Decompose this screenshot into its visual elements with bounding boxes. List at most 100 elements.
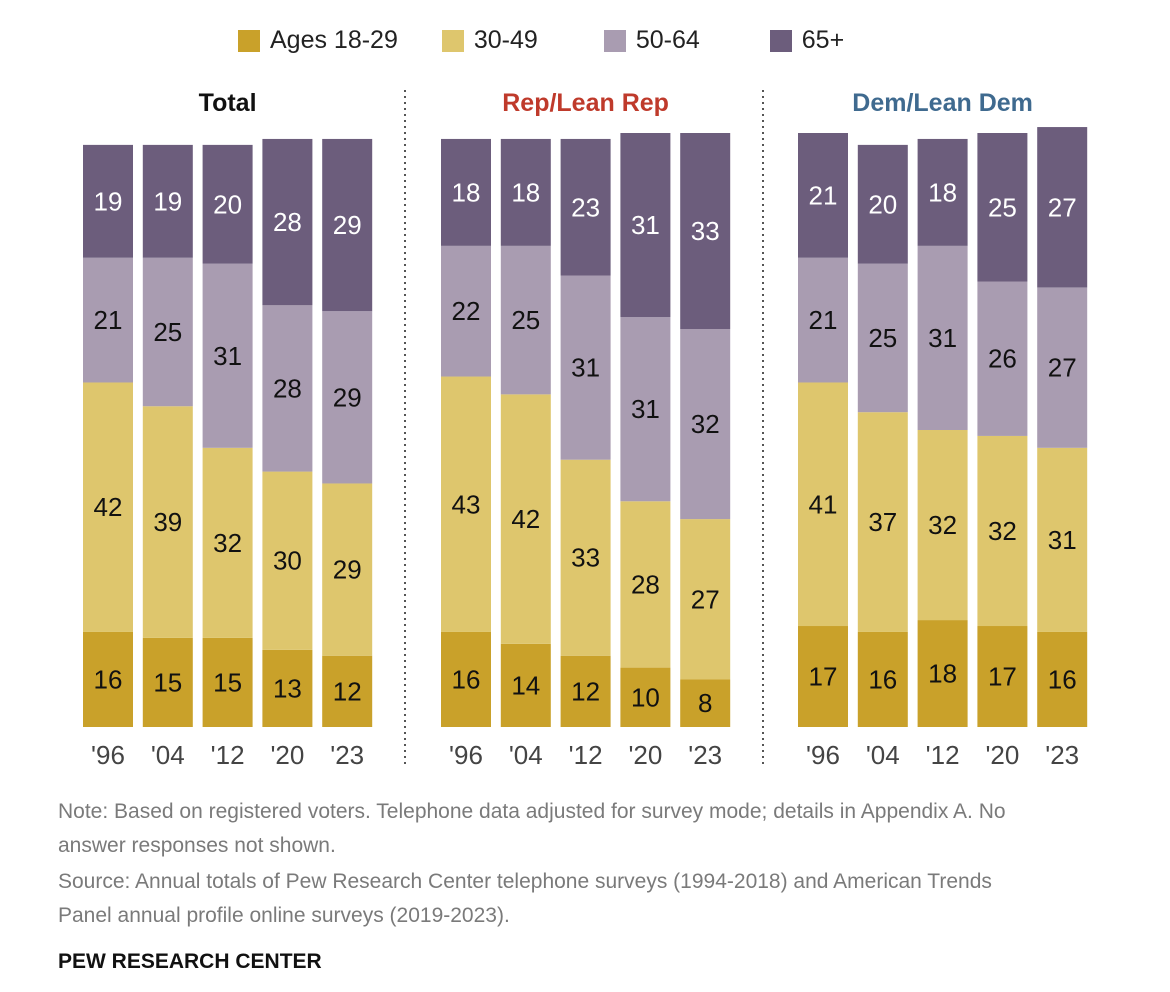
x-tick-label: '96: [91, 740, 125, 770]
legend-label: Ages 18-29: [270, 26, 398, 54]
data-label: 29: [333, 382, 362, 412]
data-label: 19: [153, 186, 182, 216]
bar-segment: [1037, 631, 1088, 727]
bar-segment: [202, 144, 253, 264]
data-label: 27: [1048, 192, 1077, 222]
bar-segment: [142, 406, 193, 638]
data-label: 16: [94, 664, 123, 694]
data-label: 31: [631, 210, 660, 240]
data-label: 31: [213, 341, 242, 371]
legend-swatch-18-29: [238, 29, 260, 52]
data-label: 20: [213, 189, 242, 219]
data-label: 16: [868, 664, 897, 694]
legend-swatch-30-49: [441, 29, 464, 52]
data-label: 18: [928, 177, 957, 207]
bar-segment: [441, 376, 491, 632]
bar-segment: [202, 637, 253, 727]
bar-segment: [142, 257, 193, 407]
x-tick-label: '96: [449, 740, 483, 770]
data-label: 32: [213, 528, 242, 558]
panel-title: Dem/Lean Dem: [852, 89, 1033, 117]
data-label: 25: [988, 192, 1017, 222]
bar-segment: [83, 631, 133, 727]
bar-segment: [560, 275, 611, 460]
data-label: 32: [691, 409, 720, 439]
bar-segment: [262, 471, 313, 650]
x-tick-label: '20: [270, 740, 304, 770]
x-tick-label: '23: [1045, 740, 1079, 770]
bar-segment: [322, 311, 373, 484]
bar-segment: [500, 394, 551, 644]
bar-segment: [620, 501, 671, 668]
data-label: 31: [571, 353, 600, 383]
data-label: 25: [868, 323, 897, 353]
data-label: 15: [153, 667, 182, 697]
x-tick-label: '20: [628, 740, 662, 770]
data-label: 42: [94, 492, 123, 522]
bar-segment: [83, 144, 133, 258]
bar-segment: [977, 435, 1028, 627]
x-tick-label: '96: [806, 740, 840, 770]
data-label: 32: [928, 510, 957, 540]
data-label: 10: [631, 682, 660, 712]
data-label: 22: [452, 296, 481, 326]
data-label: 30: [273, 546, 302, 576]
bar-segment: [857, 412, 908, 632]
bar-segment: [322, 483, 373, 656]
bar-segment: [798, 257, 848, 383]
data-label: 37: [868, 507, 897, 537]
bar-segment: [1037, 287, 1088, 448]
data-label: 25: [511, 305, 540, 335]
data-label: 20: [868, 189, 897, 219]
source: Source: Annual totals of Pew Research Ce…: [58, 870, 992, 927]
x-tick-label: '12: [211, 740, 245, 770]
bar-segment: [798, 626, 848, 727]
x-tick-label: '12: [569, 740, 603, 770]
bar-segment: [142, 144, 193, 258]
data-label: 43: [452, 489, 481, 519]
bar-segment: [262, 138, 313, 306]
bar-segment: [977, 133, 1028, 282]
legend-label: 30-49: [473, 26, 538, 54]
data-label: 16: [1048, 664, 1077, 694]
data-label: 17: [988, 662, 1017, 692]
bar-segment: [441, 631, 491, 727]
data-label: 12: [571, 676, 600, 706]
legend-swatch-65plus: [769, 29, 792, 52]
x-tick-label: '04: [866, 740, 900, 770]
data-label: 17: [809, 662, 838, 692]
legend-swatch-50-64: [603, 29, 626, 52]
data-label: 15: [213, 667, 242, 697]
data-label: 21: [94, 305, 123, 335]
data-label: 33: [691, 216, 720, 246]
bar-segment: [1037, 447, 1088, 632]
data-label: 13: [273, 673, 302, 703]
data-label: 14: [511, 670, 540, 700]
legend: Ages 18-29 30-49 50-64 65+: [238, 26, 844, 55]
x-tick-label: '12: [926, 740, 960, 770]
bar-segment: [680, 329, 731, 520]
data-label: 41: [809, 489, 838, 519]
data-label: 12: [333, 676, 362, 706]
data-label: 25: [153, 317, 182, 347]
data-label: 18: [511, 177, 540, 207]
data-label: 27: [691, 584, 720, 614]
bar-segment: [680, 519, 731, 680]
x-tick-label: '23: [688, 740, 722, 770]
bar-segment: [83, 382, 133, 632]
bar-segment: [977, 281, 1028, 436]
bar-segment: [202, 263, 253, 448]
bar-segment: [977, 626, 1028, 727]
bar-segment: [1037, 127, 1088, 288]
bar-segment: [441, 245, 491, 377]
bar-segment: [857, 631, 908, 727]
data-label: 27: [1048, 353, 1077, 383]
data-label: 29: [333, 555, 362, 585]
data-label: 16: [452, 664, 481, 694]
bar-segment: [560, 138, 611, 276]
bar-segment: [798, 133, 848, 258]
data-label: 23: [571, 192, 600, 222]
bar-segment: [917, 245, 968, 430]
bar-segment: [500, 138, 551, 246]
bar-segment: [322, 138, 373, 312]
